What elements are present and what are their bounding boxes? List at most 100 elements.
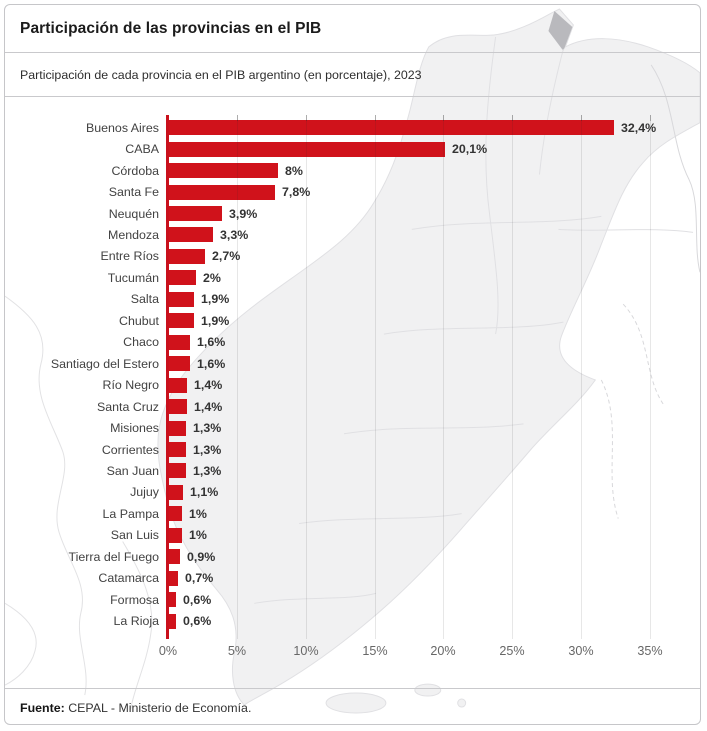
bar-track: 0,7% bbox=[168, 570, 700, 586]
bar-track: 20,1% bbox=[168, 141, 700, 157]
bar bbox=[168, 463, 186, 479]
bar-track: 1,9% bbox=[168, 313, 700, 329]
value-label: 0,6% bbox=[183, 614, 212, 629]
value-label: 2,7% bbox=[212, 249, 241, 264]
x-tick-label: 35% bbox=[637, 644, 663, 658]
bar-row: Salta 1,9% bbox=[5, 289, 700, 310]
bar-rows: Buenos Aires 32,4% CABA 20,1% Córdoba 8% Santa… bbox=[5, 97, 700, 632]
category-label: CABA bbox=[125, 142, 159, 157]
bar bbox=[168, 592, 176, 608]
value-label: 0,9% bbox=[187, 549, 216, 564]
bar bbox=[168, 184, 275, 200]
category-label: Jujuy bbox=[130, 485, 159, 500]
bar-row: Tucumán 2% bbox=[5, 267, 700, 288]
bar bbox=[168, 442, 186, 458]
value-label: 1,3% bbox=[193, 421, 222, 436]
value-label: 1,9% bbox=[201, 292, 230, 307]
category-label: Chubut bbox=[119, 313, 159, 328]
value-label: 1% bbox=[189, 506, 207, 521]
bar-track: 2% bbox=[168, 270, 700, 286]
category-label: Misiones bbox=[110, 421, 159, 436]
bar bbox=[168, 549, 180, 565]
bar-track: 3,3% bbox=[168, 227, 700, 243]
bar-row: Corrientes 1,3% bbox=[5, 439, 700, 460]
value-label: 1,4% bbox=[194, 399, 223, 414]
bar bbox=[168, 506, 182, 522]
value-label: 1,3% bbox=[193, 442, 222, 457]
x-tick-label: 10% bbox=[293, 644, 319, 658]
x-tick-label: 20% bbox=[430, 644, 456, 658]
bar-row: La Rioja 0,6% bbox=[5, 610, 700, 631]
bar-row: Catamarca 0,7% bbox=[5, 568, 700, 589]
category-label: La Pampa bbox=[102, 506, 159, 521]
bar-track: 1,9% bbox=[168, 291, 700, 307]
bar-row: Tierra del Fuego 0,9% bbox=[5, 546, 700, 567]
bar-row: Formosa 0,6% bbox=[5, 589, 700, 610]
page-title: Participación de las provincias en el PI… bbox=[20, 19, 322, 37]
category-label: Tierra del Fuego bbox=[68, 549, 159, 564]
bar-track: 0,9% bbox=[168, 549, 700, 565]
bar bbox=[168, 527, 182, 543]
bar-row: CABA 20,1% bbox=[5, 138, 700, 159]
x-tick-label: 0% bbox=[158, 644, 178, 658]
category-label: Catamarca bbox=[98, 571, 159, 586]
bar-track: 0,6% bbox=[168, 613, 700, 629]
bar-row: La Pampa 1% bbox=[5, 503, 700, 524]
category-label: Chaco bbox=[123, 335, 159, 350]
bar-row: Río Negro 1,4% bbox=[5, 374, 700, 395]
category-label: Salta bbox=[130, 292, 159, 307]
bar-row: Córdoba 8% bbox=[5, 160, 700, 181]
bar bbox=[168, 248, 205, 264]
value-label: 1,9% bbox=[201, 313, 230, 328]
category-label: Entre Ríos bbox=[100, 249, 159, 264]
bar bbox=[168, 570, 178, 586]
bar-row: Santa Cruz 1,4% bbox=[5, 396, 700, 417]
value-label: 1,3% bbox=[193, 463, 222, 478]
value-label: 3,9% bbox=[229, 206, 258, 221]
x-tick-label: 25% bbox=[499, 644, 525, 658]
value-label: 0,7% bbox=[185, 571, 214, 586]
bar-track: 3,9% bbox=[168, 206, 700, 222]
bar-track: 1,4% bbox=[168, 377, 700, 393]
source-label: Fuente: bbox=[20, 701, 65, 715]
bar-row: Chaco 1,6% bbox=[5, 332, 700, 353]
bar bbox=[168, 270, 196, 286]
bar bbox=[168, 484, 183, 500]
bar bbox=[168, 206, 222, 222]
bar-row: Chubut 1,9% bbox=[5, 310, 700, 331]
bar-track: 1,3% bbox=[168, 420, 700, 436]
category-label: Tucumán bbox=[107, 270, 159, 285]
bar-row: San Luis 1% bbox=[5, 525, 700, 546]
value-label: 8% bbox=[285, 163, 303, 178]
category-label: Buenos Aires bbox=[85, 120, 159, 135]
category-label: Santa Cruz bbox=[97, 399, 159, 414]
value-label: 1,6% bbox=[197, 356, 226, 371]
header: Participación de las provincias en el PI… bbox=[5, 5, 700, 53]
bar-track: 1,6% bbox=[168, 334, 700, 350]
category-label: Santiago del Estero bbox=[50, 356, 159, 371]
bar-row: Mendoza 3,3% bbox=[5, 224, 700, 245]
bar-row: San Juan 1,3% bbox=[5, 460, 700, 481]
bar-track: 1,6% bbox=[168, 356, 700, 372]
bar bbox=[168, 141, 445, 157]
bar bbox=[168, 313, 194, 329]
value-label: 32,4% bbox=[621, 120, 657, 135]
value-label: 0,6% bbox=[183, 592, 212, 607]
bar bbox=[168, 291, 194, 307]
bar bbox=[168, 227, 213, 243]
bar-track: 1,3% bbox=[168, 463, 700, 479]
bar bbox=[168, 334, 190, 350]
bar-track: 2,7% bbox=[168, 248, 700, 264]
bar bbox=[168, 356, 190, 372]
bar-row: Buenos Aires 32,4% bbox=[5, 117, 700, 138]
category-label: San Luis bbox=[110, 528, 159, 543]
category-label: Corrientes bbox=[101, 442, 159, 457]
bar-row: Santiago del Estero 1,6% bbox=[5, 353, 700, 374]
bar bbox=[168, 163, 278, 179]
value-label: 3,3% bbox=[220, 227, 249, 242]
category-label: La Rioja bbox=[113, 614, 159, 629]
category-label: Formosa bbox=[110, 592, 159, 607]
bar bbox=[168, 613, 176, 629]
bar-track: 1% bbox=[168, 506, 700, 522]
